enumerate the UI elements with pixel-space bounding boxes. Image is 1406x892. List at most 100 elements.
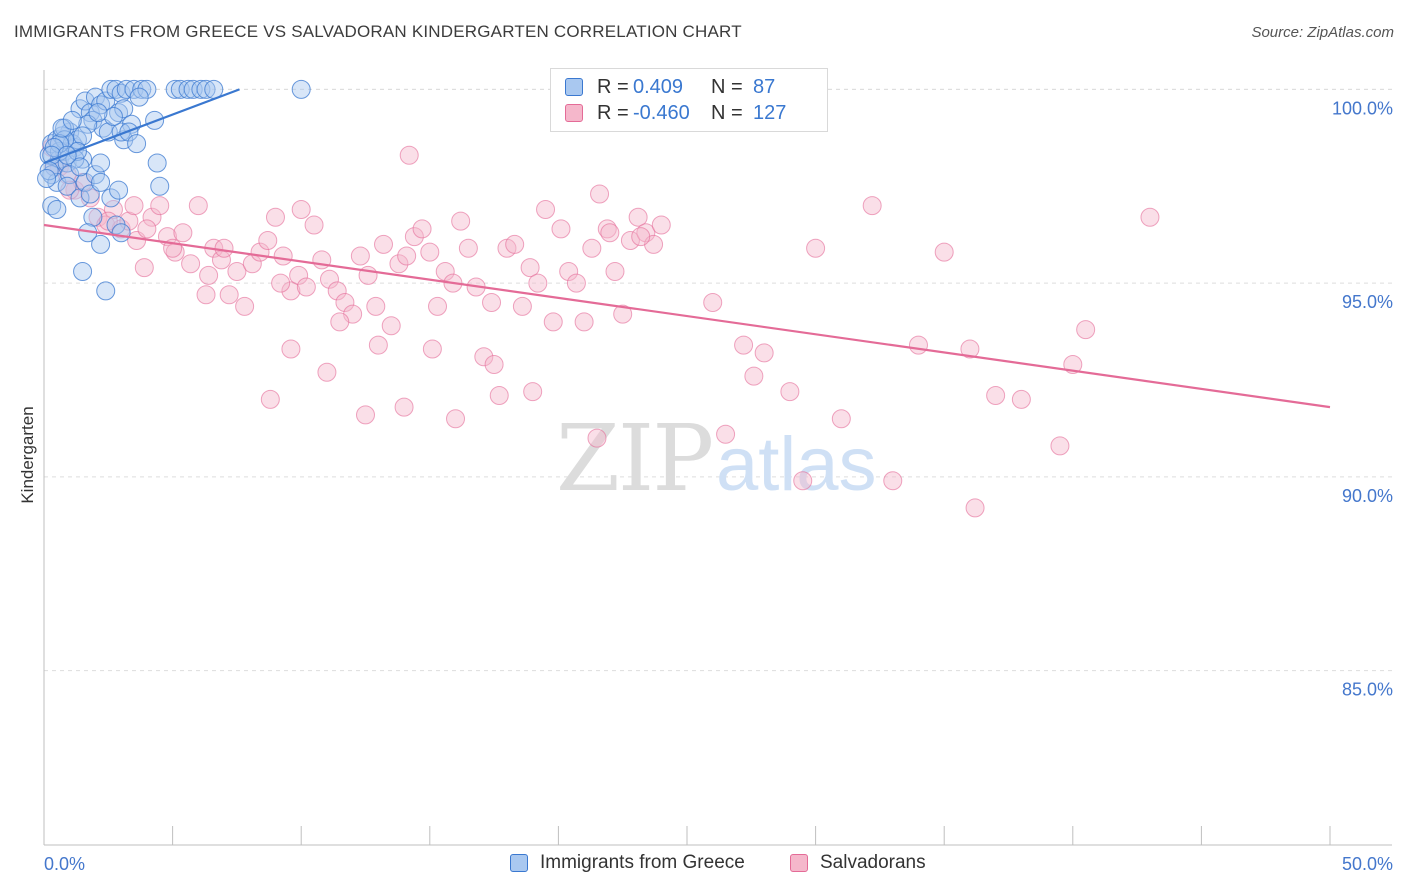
x-tick-label: 50.0% — [1342, 854, 1393, 874]
salvadorans-point — [551, 219, 571, 239]
y-tick-label: 85.0% — [1342, 680, 1393, 700]
salvadorans-point — [196, 285, 216, 305]
r-value: -0.460 — [633, 101, 690, 124]
n-value: 127 — [753, 101, 787, 124]
salvadorans-trend-line — [43, 223, 1331, 409]
grid-lines — [44, 88, 1392, 672]
salvadorans-point — [173, 223, 193, 243]
salvadorans-point — [474, 347, 494, 367]
greece-point — [70, 188, 90, 208]
greece-point — [49, 134, 69, 154]
y-tick-label: 95.0% — [1342, 292, 1393, 312]
r-label: R = — [597, 101, 629, 124]
salvadorans-point — [119, 211, 139, 231]
salvadorans-point — [350, 246, 370, 266]
salvadorans-point — [124, 196, 144, 216]
greece-point — [196, 79, 216, 99]
salvadorans-point — [137, 219, 157, 239]
salvadorans-point — [296, 277, 316, 297]
greece-point — [62, 110, 82, 130]
tick-labels: 100.0% 95.0% 90.0% 85.0% 0.0% 50.0% — [44, 98, 1393, 874]
greece-point — [137, 79, 157, 99]
salvadorans-point — [1076, 320, 1096, 340]
greece-point — [73, 262, 93, 281]
legend-label: Salvadorans — [820, 852, 926, 873]
greece-point — [111, 223, 131, 243]
salvadorans-point — [399, 145, 419, 165]
legend-item-greece[interactable]: Immigrants from Greece — [510, 852, 745, 874]
salvadorans-point — [327, 281, 347, 301]
greece-point — [37, 169, 57, 188]
n-label: N = — [711, 75, 743, 98]
greece-point — [55, 130, 75, 150]
salvadorans-point — [831, 409, 851, 429]
salvadorans-point — [862, 196, 882, 216]
salvadorans-point — [559, 262, 579, 281]
salvadorans-point — [489, 386, 509, 405]
salvadorans-point — [219, 285, 239, 305]
salvadorans-point — [631, 227, 651, 247]
salvadorans-point — [381, 316, 401, 336]
greece-point — [127, 134, 147, 154]
salvadorans-point — [214, 238, 234, 258]
salvadorans-point — [291, 200, 311, 219]
salvadorans-point — [628, 207, 648, 227]
salvadorans-point — [587, 428, 607, 448]
salvadorans-point — [523, 382, 543, 402]
salvadorans-point — [235, 296, 255, 316]
salvadorans-point — [754, 343, 774, 363]
trend-lines — [43, 88, 1331, 409]
salvadorans-point — [574, 312, 594, 332]
salvadorans-point — [600, 223, 620, 243]
salvadorans-point — [566, 273, 586, 293]
y-tick-label: 100.0% — [1332, 98, 1393, 118]
greece-point — [109, 180, 129, 200]
stats-legend: R = 0.409 N = 87 R = -0.460 N = 127 — [550, 68, 828, 132]
salvadorans-point — [505, 234, 525, 254]
legend-row-salvadorans: R = -0.460 N = 127 — [565, 101, 793, 125]
zipatlas-watermark: ZIP atlas — [556, 405, 877, 512]
salvadorans-point — [265, 207, 285, 227]
greece-point — [42, 196, 62, 216]
greece-point — [91, 95, 111, 115]
salvadorans-point — [512, 296, 532, 316]
salvadorans-point — [335, 293, 355, 312]
salvadorans-point — [883, 471, 903, 491]
salvadorans-point — [289, 265, 309, 285]
salvadorans-point — [281, 281, 301, 301]
salvadorans-point — [304, 215, 324, 235]
salvadorans-point — [484, 355, 504, 374]
salvadorans-point — [744, 366, 764, 386]
greece-point — [101, 79, 121, 99]
salvadorans-point — [134, 258, 154, 278]
salvadorans-point — [258, 231, 278, 250]
salvadorans-point — [273, 246, 293, 266]
greece-point — [80, 103, 100, 123]
salvadorans-point — [422, 339, 442, 359]
salvadorans-point — [88, 207, 108, 227]
greece-point — [132, 79, 152, 99]
legend-item-salvadorans[interactable]: Salvadorans — [790, 852, 926, 874]
greece-swatch — [510, 854, 528, 872]
salvadorans-point — [281, 339, 301, 359]
salvadorans-point — [703, 293, 723, 312]
salvadorans-point — [651, 215, 671, 235]
salvadorans-point — [199, 265, 219, 285]
salvadorans-point — [368, 335, 388, 355]
greece-point — [42, 145, 62, 165]
salvadorans-point — [271, 273, 291, 293]
salvadorans-point — [1050, 436, 1070, 456]
greece-point — [75, 91, 95, 111]
salvadorans-point — [605, 262, 625, 281]
salvadorans-point — [356, 405, 375, 425]
n-label: N = — [711, 101, 743, 124]
salvadorans-point — [806, 238, 826, 258]
salvadorans-point — [1011, 389, 1031, 409]
watermark-zip: ZIP — [556, 405, 712, 512]
salvadorans-point — [543, 312, 563, 332]
salvadorans-point — [103, 200, 123, 219]
salvadorans-point — [780, 382, 800, 402]
salvadorans-point — [188, 196, 208, 216]
greece-point — [83, 207, 103, 227]
legend-row-greece: R = 0.409 N = 87 — [565, 75, 793, 99]
